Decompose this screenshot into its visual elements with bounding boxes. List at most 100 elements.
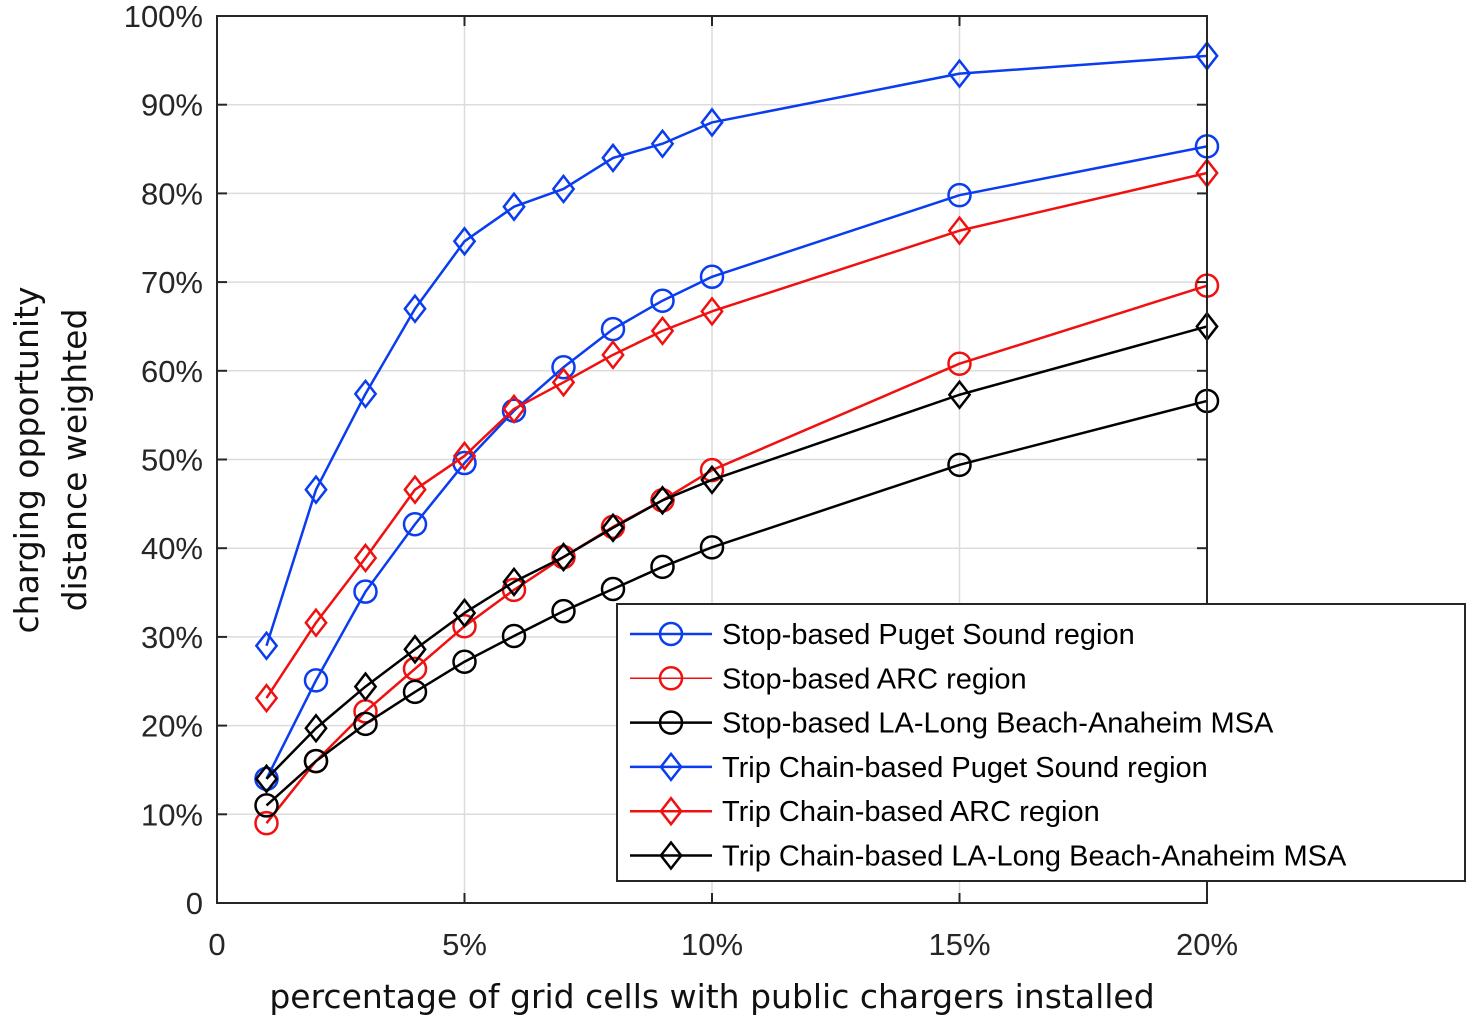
data-point-circle (650, 554, 675, 580)
series-stop-based-la-long-beach-anaheim-msa (254, 388, 1220, 818)
legend-entry: Trip Chain-based Puget Sound region (630, 751, 1208, 784)
legend-marker-circle (658, 666, 684, 691)
y-tick-label: 70% (141, 265, 203, 300)
data-point-diamond (700, 464, 724, 495)
data-point-circle (254, 810, 279, 836)
data-point-diamond (304, 607, 328, 638)
data-point-diamond (502, 566, 526, 597)
series-trip-chain-based-arc-region (254, 157, 1219, 714)
data-point-circle (303, 668, 329, 693)
series-line (265, 325, 1208, 780)
data-point-diamond (304, 474, 328, 505)
data-point-diamond (452, 226, 477, 257)
legend-entry: Stop-based ARC region (630, 663, 1027, 695)
y-tick-label: 10% (141, 797, 203, 832)
data-point-circle (650, 288, 675, 313)
x-tick-label: 5% (442, 927, 487, 962)
x-tick-label: 10% (681, 927, 743, 962)
data-point-diamond (403, 474, 427, 505)
series-line (265, 145, 1208, 780)
legend: Stop-based Puget Sound region Stop-based … (616, 603, 1466, 882)
data-point-diamond (601, 339, 625, 370)
y-axis-title: charging opportunity distance weighted (7, 287, 94, 634)
data-point-circle (402, 512, 428, 537)
y-tick-label: 30% (141, 620, 203, 655)
data-point-diamond (254, 763, 279, 794)
data-point-diamond (254, 630, 279, 661)
data-point-diamond (403, 634, 427, 665)
data-point-diamond (304, 713, 328, 744)
x-tick-label: 20% (1176, 927, 1238, 962)
x-axis-title: percentage of grid cells with public cha… (269, 977, 1154, 1016)
legend-box (616, 603, 1466, 882)
data-point-diamond (700, 107, 724, 138)
data-point-diamond (947, 58, 972, 89)
data-point-diamond (353, 378, 378, 409)
data-point-diamond (601, 512, 625, 543)
data-point-circle (353, 579, 378, 604)
data-point-diamond (551, 542, 576, 573)
legend-marker-diamond (659, 840, 683, 871)
data-point-circle (402, 679, 428, 705)
data-point-circle (699, 264, 725, 290)
data-point-circle (501, 623, 527, 649)
data-point-diamond (551, 367, 576, 398)
x-tick-label: 15% (928, 927, 990, 962)
y-axis-title-line-2: distance weighted (55, 309, 94, 612)
legend-label: Stop-based ARC region (722, 663, 1027, 695)
data-point-circle (353, 711, 378, 737)
data-point-diamond (502, 393, 526, 424)
legend-label: Stop-based LA-Long Beach-Anaheim MSA (722, 708, 1274, 740)
data-point-diamond (650, 128, 675, 159)
legend-entry: Trip Chain-based LA-Long Beach-Anaheim M… (630, 840, 1347, 873)
y-axis-title-line-1: charging opportunity (7, 287, 46, 634)
legend-label: Trip Chain-based Puget Sound region (722, 752, 1208, 784)
x-tick-label: 0 (208, 927, 225, 962)
legend-entry: Stop-based Puget Sound region (630, 619, 1135, 651)
x-tick-labels: 0 5% 10% 15% 20% (208, 927, 1238, 962)
data-point-diamond (452, 440, 477, 471)
y-tick-label: 60% (141, 354, 203, 389)
legend-label: Stop-based Puget Sound region (722, 619, 1135, 651)
data-point-diamond (452, 597, 477, 628)
data-point-diamond (551, 173, 576, 204)
data-point-circle (947, 351, 972, 376)
legend-marker-circle (658, 621, 684, 647)
series-trip-chain-based-puget-sound-region (254, 40, 1219, 661)
data-point-diamond (700, 296, 724, 327)
data-point-circle (947, 182, 972, 208)
y-tick-label: 50% (141, 443, 203, 478)
data-point-diamond (650, 315, 675, 346)
data-point-circle (551, 598, 576, 624)
legend-marker-circle (658, 710, 684, 735)
data-point-circle (254, 793, 279, 818)
series-line (265, 171, 1208, 699)
series-line (265, 54, 1208, 647)
data-point-circle (699, 535, 725, 560)
legend-label: Trip Chain-based ARC region (722, 796, 1100, 828)
y-tick-label: 100% (124, 0, 203, 34)
data-point-diamond (353, 542, 378, 573)
data-point-diamond (403, 293, 427, 324)
y-tick-label: 0 (186, 886, 203, 921)
data-point-diamond (947, 379, 972, 410)
legend-marker-diamond (659, 796, 683, 827)
data-point-circle (452, 614, 477, 639)
series-layer (254, 40, 1220, 836)
legend-entry: Stop-based LA-Long Beach-Anaheim MSA (630, 708, 1274, 740)
data-point-circle (452, 649, 477, 674)
data-point-diamond (254, 683, 279, 714)
data-point-circle (551, 355, 576, 380)
legend-marker-diamond (659, 751, 683, 782)
legend-label: Trip Chain-based LA-Long Beach-Anaheim M… (722, 841, 1347, 873)
data-point-diamond (502, 191, 526, 222)
data-point-circle (303, 748, 329, 774)
data-point-circle (600, 576, 626, 602)
y-tick-label: 20% (141, 709, 203, 744)
legend-entry: Trip Chain-based ARC region (630, 796, 1100, 828)
data-point-circle (947, 452, 972, 478)
y-tick-label: 90% (141, 88, 203, 123)
y-tick-label: 40% (141, 531, 203, 566)
data-point-diamond (650, 485, 675, 516)
